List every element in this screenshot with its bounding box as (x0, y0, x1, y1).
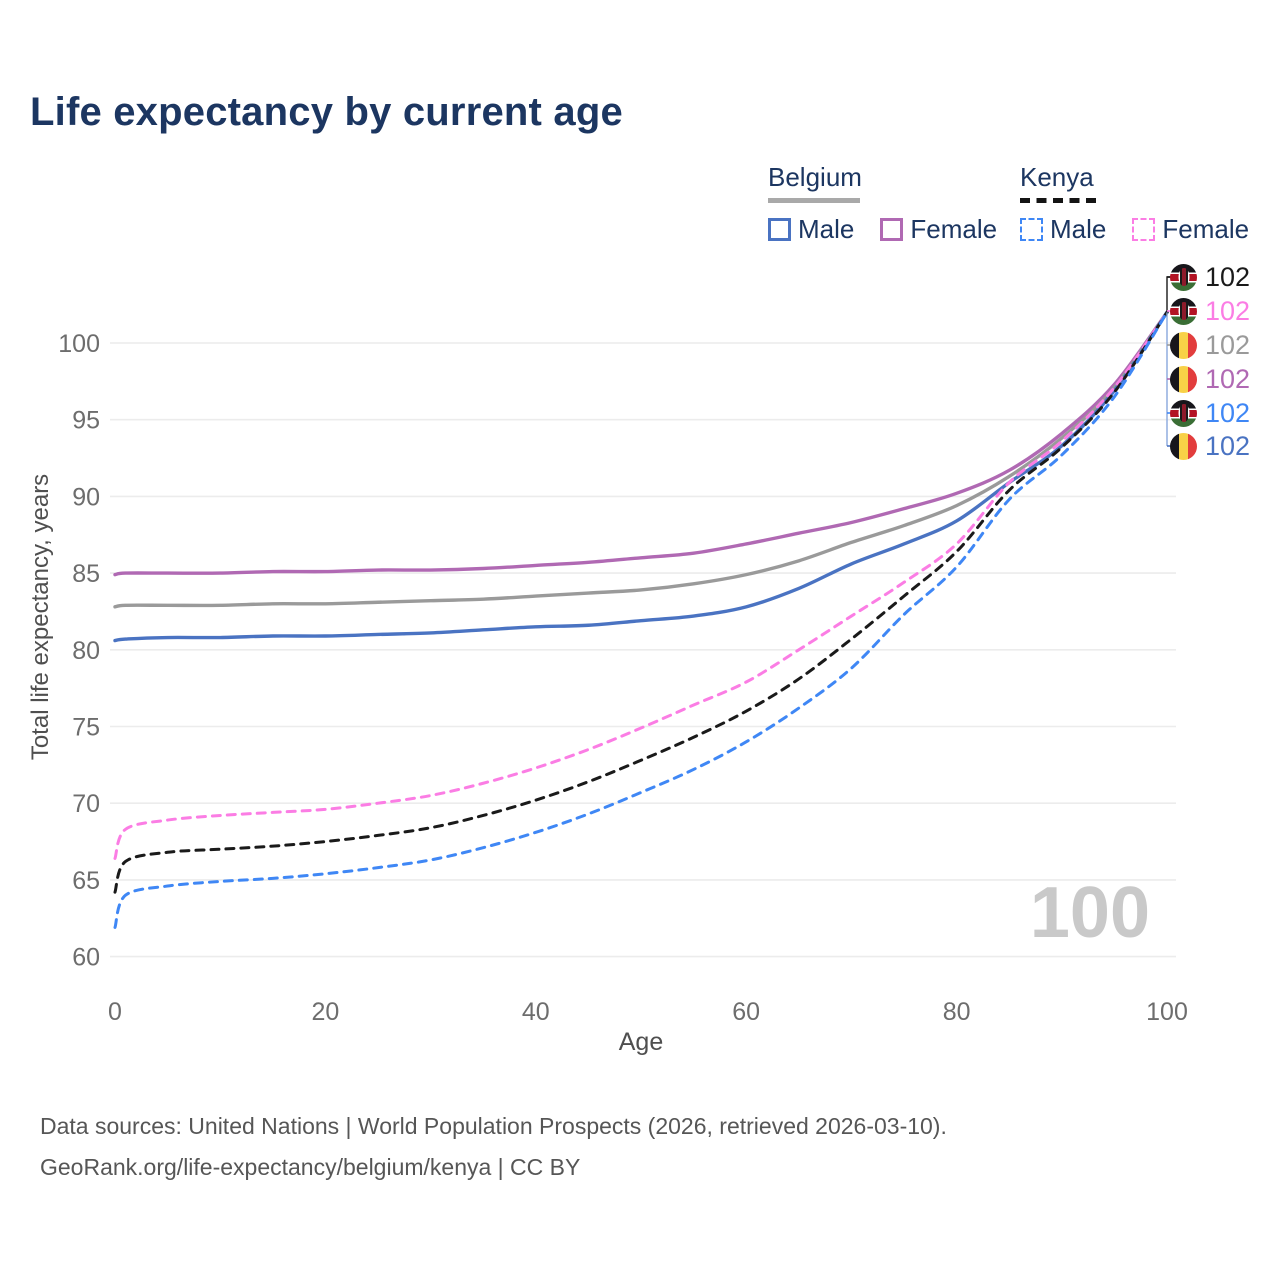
legend-group-belgium: Belgium Male Female (768, 162, 997, 245)
series-line-kenya-both-sexes (113, 310, 1169, 894)
kenya-male-swatch-icon (1020, 218, 1043, 241)
y-tick-100: 100 (58, 330, 100, 358)
x-tick-40: 40 (522, 998, 550, 1026)
belgium-flag-icon (1170, 331, 1197, 359)
y-tick-85: 85 (72, 560, 100, 588)
end-value: 102 (1205, 329, 1251, 360)
end-label-belgium-female: 102 (1170, 364, 1250, 394)
kenya-female-swatch-icon (1132, 218, 1156, 241)
end-label-belgium-both: 102 (1170, 330, 1250, 360)
legend-label: Male (1050, 214, 1107, 244)
legend-item-kenya-male[interactable]: Male (1020, 214, 1106, 245)
end-value: 102 (1205, 295, 1251, 326)
kenya-flag-icon (1170, 297, 1197, 325)
end-label-kenya-male: 102 (1170, 398, 1250, 428)
x-tick-80: 80 (943, 998, 971, 1026)
end-value: 102 (1205, 363, 1251, 394)
end-value: 102 (1205, 397, 1251, 428)
y-tick-75: 75 (72, 714, 100, 742)
data-sources-line: Data sources: United Nations | World Pop… (40, 1113, 947, 1139)
x-tick-20: 20 (311, 998, 339, 1026)
series-line-belgium-female (113, 310, 1169, 577)
y-tick-80: 80 (72, 637, 100, 665)
legend-item-belgium-male[interactable]: Male (768, 214, 854, 245)
legend-country-belgium[interactable]: Belgium (768, 162, 862, 192)
kenya-flag-icon (1170, 263, 1197, 291)
legend-label: Male (798, 214, 855, 244)
y-axis-label: Total life expectancy, years (27, 474, 54, 760)
page-title: Life expectancy by current age (30, 90, 623, 134)
legend-underline-kenya (1020, 198, 1096, 203)
attribution-line: GeoRank.org/life-expectancy/belgium/keny… (40, 1154, 581, 1180)
end-value: 102 (1205, 261, 1251, 292)
y-tick-70: 70 (72, 790, 100, 818)
series-line-kenya-male (113, 310, 1169, 929)
legend-country-kenya[interactable]: Kenya (1020, 162, 1094, 192)
end-label-belgium-male: 102 (1170, 431, 1250, 461)
footer: Data sources: United Nations | World Pop… (40, 1106, 947, 1188)
kenya-flag-icon (1170, 399, 1197, 427)
belgium-female-swatch-icon (880, 218, 904, 241)
legend-group-kenya: Kenya Male Female (1020, 162, 1249, 245)
end-label-kenya-female: 102 (1170, 296, 1250, 326)
legend-label: Female (910, 214, 998, 244)
current-age-watermark: 100 (1029, 873, 1150, 953)
belgium-flag-icon (1170, 432, 1197, 460)
end-value: 102 (1205, 430, 1251, 461)
y-tick-60: 60 (72, 944, 100, 972)
x-tick-100: 100 (1146, 998, 1188, 1026)
x-tick-60: 60 (732, 998, 760, 1026)
y-tick-95: 95 (72, 407, 100, 435)
series-line-belgium-male (113, 310, 1169, 643)
belgium-flag-icon (1170, 365, 1197, 393)
series-line-belgium-both-sexes (113, 310, 1169, 609)
end-label-kenya-both: 102 (1170, 262, 1250, 292)
y-tick-90: 90 (72, 483, 100, 511)
series-line-kenya-female (113, 310, 1169, 860)
y-tick-65: 65 (72, 867, 100, 895)
x-tick-0: 0 (108, 998, 122, 1026)
legend-item-kenya-female[interactable]: Female (1132, 214, 1249, 245)
belgium-male-swatch-icon (768, 218, 791, 241)
legend-item-belgium-female[interactable]: Female (880, 214, 997, 245)
x-axis-label: Age (619, 1028, 663, 1056)
legend-label: Female (1162, 214, 1250, 244)
legend-underline-belgium (768, 198, 860, 203)
